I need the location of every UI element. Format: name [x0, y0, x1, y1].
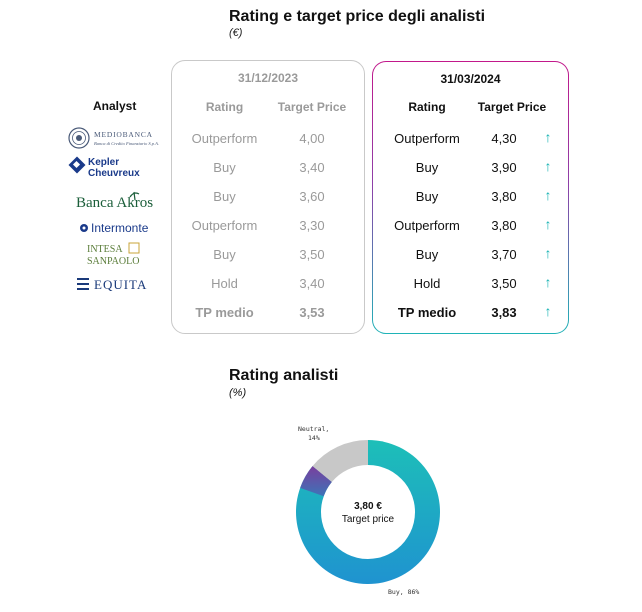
chart-subtitle: (%) [229, 387, 247, 399]
kepler-wordmark-line1: Kepler [88, 157, 119, 168]
palm-tree-icon [129, 191, 140, 201]
up-arrow-icon: ↑ [544, 187, 552, 203]
intesa-wordmark-line2: SANPAOLO [87, 256, 139, 267]
equita-logo: EQUITA [68, 272, 168, 296]
equita-lines-icon [77, 278, 89, 290]
page-subtitle: (€) [229, 27, 243, 39]
panel-date: 31/12/2023 [237, 71, 299, 85]
tp-cell: 4,30 [491, 131, 517, 146]
intermonte-logo: Intermonte [68, 216, 168, 240]
neutral-slice-label-line2: 14% [308, 434, 320, 442]
tp-cell: 3,30 [299, 218, 325, 233]
rating-cell: Outperform [394, 218, 460, 233]
tp-cell: 3,50 [299, 247, 325, 262]
tp-medio-value: 3,83 [491, 305, 517, 320]
mediobanca-wordmark: MEDIOBANCA [94, 130, 153, 139]
tp-medio-label: TP medio [397, 305, 457, 320]
target-price-header: Target Price [277, 100, 347, 114]
banca-akros-wordmark: Banca Akros [76, 195, 153, 211]
rating-header: Rating [408, 100, 446, 114]
rating-cell: Outperform [191, 218, 258, 233]
analyst-column-header: Analyst [93, 99, 137, 113]
tp-cell: 3,80 [491, 189, 517, 204]
buy-slice-accent [300, 466, 332, 497]
mediobanca-logo: MEDIOBANCA Banca di Credito Finanziario … [68, 126, 168, 150]
tp-cell: 4,00 [299, 131, 325, 146]
tp-cell: 3,40 [299, 276, 325, 291]
up-arrow-icon: ↑ [544, 274, 552, 290]
rating-cell: Buy [415, 247, 439, 262]
intesa-wordmark-line1: INTESA [87, 244, 123, 255]
rating-cell: Buy [213, 189, 236, 204]
intesa-sanpaolo-logo: INTESA SANPAOLO [68, 242, 168, 267]
up-arrow-icon: ↑ [544, 303, 552, 319]
panel-date: 31/03/2024 [440, 72, 501, 86]
kepler-cheuvreux-logo: Kepler Cheuvreux [68, 155, 168, 179]
banca-akros-logo: Banca Akros [68, 188, 168, 212]
tp-cell: 3,40 [299, 160, 325, 175]
tp-cell: 3,70 [491, 247, 517, 262]
up-arrow-icon: ↑ [544, 245, 552, 261]
rating-cell: Buy [213, 160, 236, 175]
kepler-wordmark-line2: Cheuvreux [88, 168, 140, 179]
neutral-slice [312, 440, 368, 483]
buy-slice-label: Buy, 86% [388, 588, 419, 596]
mediobanca-tagline: Banca di Credito Finanziario S.p.A. [94, 141, 159, 146]
up-arrow-icon: ↑ [544, 216, 552, 232]
chart-title: Rating analisti [229, 367, 339, 384]
center-label: Target price [342, 514, 395, 525]
rating-cell: Buy [213, 247, 236, 262]
intesa-mark-icon [128, 242, 140, 254]
tp-cell: 3,50 [491, 276, 517, 291]
up-arrow-icon: ↑ [544, 158, 552, 174]
tp-cell: 3,80 [491, 218, 517, 233]
tp-medio-label: TP medio [195, 305, 254, 320]
panel-31-12-2023: 31/12/2023 Rating Target Price Outperfor… [171, 60, 365, 334]
center-value: 3,80 € [354, 501, 382, 512]
rating-cell: Hold [211, 276, 238, 291]
rating-donut-chart: 3,80 € Target price Neutral, 14% Buy, 86… [296, 425, 440, 596]
equita-wordmark: EQUITA [94, 277, 147, 292]
rating-cell: Outperform [394, 131, 460, 146]
buy-slice [296, 440, 440, 584]
up-arrow-icon: ↑ [544, 129, 552, 145]
tp-medio-value: 3,53 [299, 305, 325, 320]
page-title: Rating e target price degli analisti [229, 8, 486, 25]
tp-cell: 3,60 [299, 189, 325, 204]
target-price-header: Target Price [477, 100, 547, 114]
tp-cell: 3,90 [491, 160, 517, 175]
rating-cell: Outperform [191, 131, 258, 146]
intermonte-wordmark: Intermonte [91, 221, 149, 235]
panel-31-03-2024: 31/03/2024 Rating Target Price Outperfor… [372, 61, 569, 334]
rating-cell: Hold [413, 276, 441, 291]
rating-cell: Buy [415, 189, 439, 204]
neutral-slice-label-line1: Neutral, [298, 425, 329, 433]
rating-header: Rating [205, 100, 244, 114]
rating-cell: Buy [415, 160, 439, 175]
